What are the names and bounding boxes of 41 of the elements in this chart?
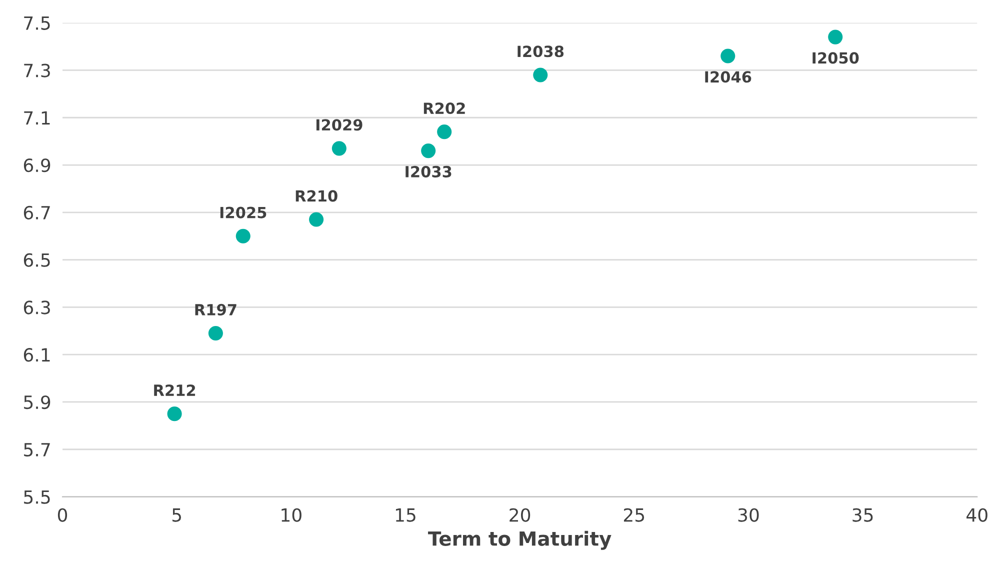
- point: [208, 326, 223, 341]
- annotation: I2025: [220, 206, 266, 218]
- x-axis-title: Term to Maturity: [428, 530, 612, 550]
- point: [167, 406, 182, 422]
- annotation: R202: [424, 102, 465, 114]
- annotation: I2029: [316, 119, 362, 131]
- point: [421, 144, 436, 158]
- x-tick-label: 25: [624, 508, 644, 522]
- annotation: R212: [154, 384, 196, 396]
- y-tick-label: 5.5: [24, 490, 50, 504]
- point: [332, 141, 346, 156]
- x-tick-label: 40: [966, 508, 988, 522]
- point: [236, 228, 250, 244]
- y-tick-label: 7.1: [24, 111, 50, 124]
- annotation: I2050: [812, 52, 859, 64]
- y-tick-label: 6.5: [24, 253, 50, 267]
- annotation: I2038: [518, 46, 564, 58]
- point: [437, 124, 452, 140]
- annotation: R210: [296, 190, 338, 202]
- point: [720, 48, 736, 64]
- point: [828, 30, 843, 44]
- x-tick-label: 10: [282, 508, 302, 522]
- annotation: I2033: [406, 166, 452, 178]
- y-tick-label: 5.7: [24, 443, 50, 456]
- y-tick-label: 5.9: [24, 395, 50, 410]
- x-tick-label: 15: [396, 508, 416, 522]
- annotation: I2046: [705, 71, 752, 83]
- y-tick-label: 7.3: [24, 64, 50, 78]
- x-tick-label: 30: [738, 508, 759, 522]
- y-tick-label: 6.1: [24, 348, 50, 362]
- y-tick-label: 6.7: [24, 206, 50, 220]
- point: [533, 68, 548, 82]
- x-tick-label: 5: [172, 508, 181, 522]
- x-tick-label: 35: [852, 508, 873, 522]
- y-tick-label: 7.5: [24, 16, 50, 30]
- x-tick-label: 0: [58, 508, 68, 522]
- y-tick-label: 6.3: [24, 300, 50, 314]
- annotation: R197: [195, 304, 236, 316]
- point: [309, 212, 324, 227]
- y-tick-label: 6.9: [24, 158, 50, 172]
- x-tick-label: 20: [510, 508, 530, 522]
